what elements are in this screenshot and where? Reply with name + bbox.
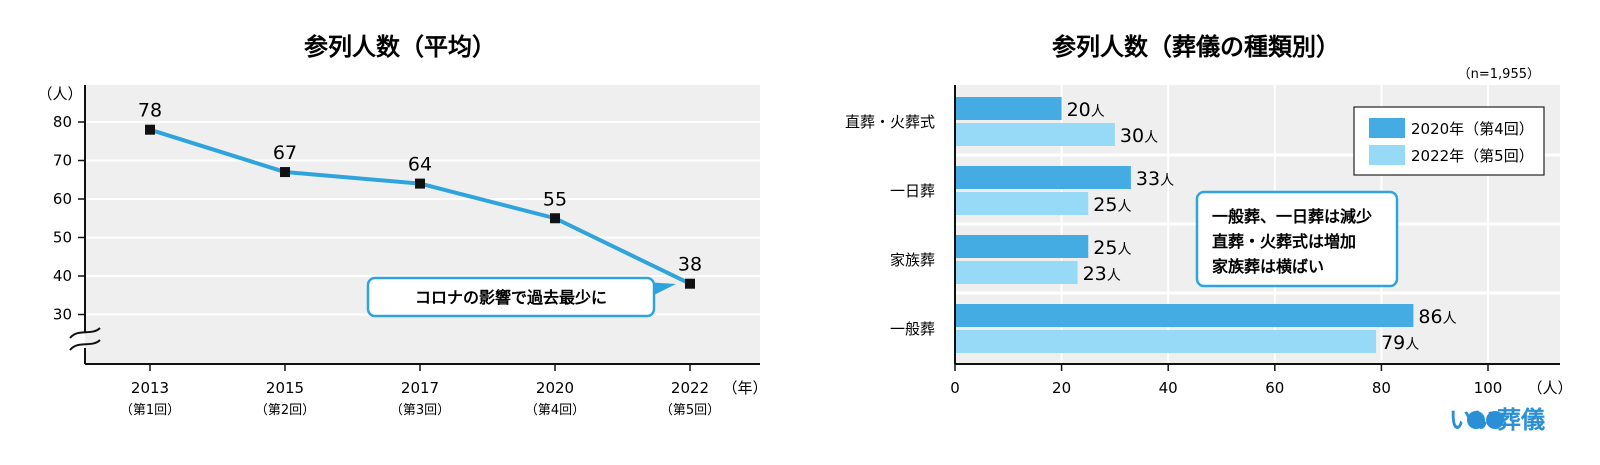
annotation-box xyxy=(1195,190,1399,288)
line-y-ticks: 30 40 50 60 70 80 xyxy=(53,113,85,324)
bar-x-tick-label: 40 xyxy=(1159,379,1178,397)
line-y-tick-label: 50 xyxy=(53,229,72,247)
bar-annotation: 一般葬、一日葬は減少 直葬・火葬式は増加 家族葬は横ばい xyxy=(1195,190,1399,288)
line-data-label: 38 xyxy=(678,254,702,276)
line-annotation: コロナの影響で過去最少に xyxy=(366,276,676,318)
line-chart-title: 参列人数（平均） xyxy=(304,33,496,61)
line-data-label: 67 xyxy=(273,142,297,164)
line-x-ticks: 2013 （第1回） 2015 （第2回） 2017 （第3回） 2020 （第4回） 2022… xyxy=(120,364,720,418)
bar-category-label: 直葬・火葬式 xyxy=(845,113,935,131)
annotation-line-2: 直葬・火葬式は増加 xyxy=(1212,232,1356,251)
line-x-sublabel: （第5回） xyxy=(660,403,720,418)
line-data-label: 64 xyxy=(408,154,432,176)
bar-2020 xyxy=(955,235,1089,258)
line-point-marker xyxy=(550,213,560,224)
axis-break-icon xyxy=(69,327,101,351)
bar-data-label: 33人 xyxy=(1136,168,1174,190)
bar-data-label: 30人 xyxy=(1120,125,1158,147)
bar-category-label: 一日葬 xyxy=(890,182,935,200)
bar-data-label: 25人 xyxy=(1093,194,1131,216)
line-x-tick-label: 2022 xyxy=(671,379,709,397)
legend-label-2020: 2020年（第4回） xyxy=(1411,120,1534,138)
line-data-label: 55 xyxy=(543,188,567,210)
callout-box xyxy=(366,276,656,318)
legend-swatch-2020 xyxy=(1369,118,1405,138)
line-x-tick-label: 2015 xyxy=(266,379,304,397)
sample-size-note: （n=1,955） xyxy=(1458,67,1540,82)
bar-chart-title: 参列人数（葬儀の種類別） xyxy=(1052,33,1340,61)
line-x-unit: （年） xyxy=(722,379,767,397)
line-y-tick-label: 60 xyxy=(53,190,72,208)
line-x-tick-label: 2017 xyxy=(401,379,439,397)
line-x-tick-label: 2013 xyxy=(131,379,169,397)
bar-2022 xyxy=(955,192,1089,215)
line-point-marker xyxy=(415,178,425,189)
line-point-marker xyxy=(280,167,290,178)
bar-x-tick-label: 0 xyxy=(950,379,960,397)
bar-2020 xyxy=(955,97,1062,120)
logo-dot-1 xyxy=(1467,411,1485,429)
bar-data-label: 79人 xyxy=(1381,332,1419,354)
callout-text: コロナの影響で過去最少に xyxy=(415,288,607,307)
bar-2022 xyxy=(955,261,1078,284)
bar-x-unit: （人） xyxy=(1527,379,1572,397)
bar-2022 xyxy=(955,330,1377,353)
bar-chart: 参列人数（葬儀の種類別） （n=1,955） 20人30人33人25人25人23… xyxy=(845,33,1573,434)
bar-data-label: 23人 xyxy=(1083,263,1121,285)
bar-2020 xyxy=(955,304,1414,327)
bar-x-ticks: 0 20 40 60 80 100 xyxy=(950,364,1502,397)
line-chart: 参列人数（平均） 30 40 50 60 70 80 （人） 2013 （第1回） 2015 （… xyxy=(37,33,767,418)
line-y-tick-label: 40 xyxy=(53,267,72,285)
bar-x-tick-label: 100 xyxy=(1474,379,1503,397)
line-y-tick-label: 80 xyxy=(53,113,72,131)
bar-data-label: 20人 xyxy=(1067,99,1105,121)
line-series: 78 67 64 55 38 xyxy=(138,100,702,289)
logo-dot-2 xyxy=(1486,411,1504,429)
annotation-line-1: 一般葬、一日葬は減少 xyxy=(1212,207,1372,226)
line-x-sublabel: （第4回） xyxy=(525,403,585,418)
line-x-sublabel: （第2回） xyxy=(255,403,315,418)
bar-x-tick-label: 60 xyxy=(1265,379,1284,397)
line-plot-area xyxy=(85,85,760,364)
bar-2022 xyxy=(955,123,1115,146)
bar-category-label: 一般葬 xyxy=(890,320,935,338)
line-y-tick-label: 30 xyxy=(53,306,72,324)
line-y-tick-label: 70 xyxy=(53,152,72,170)
line-y-unit: （人） xyxy=(37,85,82,103)
line-point-marker xyxy=(145,124,155,135)
bar-data-label: 86人 xyxy=(1418,306,1456,328)
annotation-line-3: 家族葬は横ばい xyxy=(1212,257,1324,276)
logo: いい葬儀 xyxy=(1449,406,1545,434)
line-data-label: 78 xyxy=(138,100,162,122)
bar-x-tick-label: 20 xyxy=(1052,379,1071,397)
line-x-sublabel: （第3回） xyxy=(390,403,450,418)
bar-category-label: 家族葬 xyxy=(890,251,935,269)
bar-legend: 2020年（第4回） 2022年（第5回） xyxy=(1353,106,1545,176)
line-x-tick-label: 2020 xyxy=(536,379,574,397)
bar-x-tick-label: 80 xyxy=(1372,379,1391,397)
legend-label-2022: 2022年（第5回） xyxy=(1411,147,1534,165)
bar-2020 xyxy=(955,166,1131,189)
bar-data-label: 25人 xyxy=(1093,237,1131,259)
logo-text: いい葬儀 xyxy=(1449,406,1545,434)
line-point-marker xyxy=(685,278,695,289)
legend-swatch-2022 xyxy=(1369,145,1405,165)
line-x-sublabel: （第1回） xyxy=(120,403,180,418)
